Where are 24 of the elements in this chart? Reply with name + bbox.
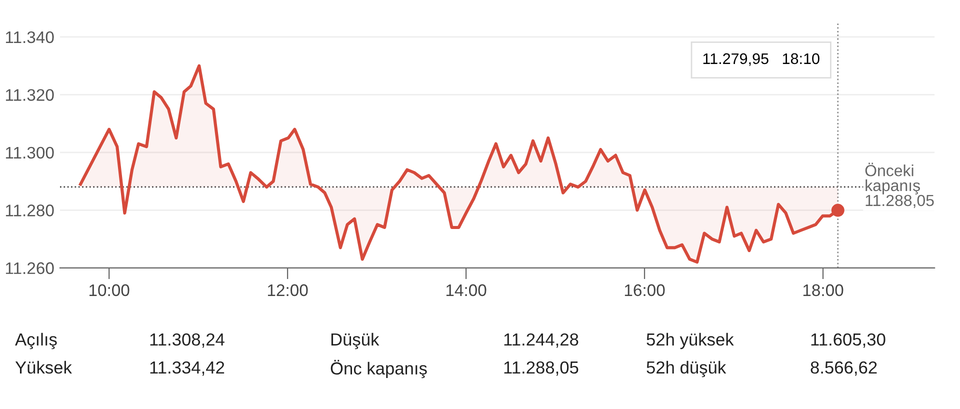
x-tick-label: 16:00 — [624, 284, 665, 296]
text: Açılış — [15, 332, 57, 350]
x-tick-label: 12:00 — [268, 284, 308, 296]
x-tick-label: 14:00 — [446, 284, 486, 296]
text: 11.334,42 — [150, 361, 224, 376]
text: Düşük — [331, 332, 380, 350]
y-tick-label: 11.320 — [6, 89, 54, 101]
text: Önc kapanış — [330, 360, 427, 378]
text: 11.288,05 — [504, 361, 578, 376]
y-tick-label: 11.300 — [6, 146, 54, 159]
x-tick-label: 18:00 — [803, 284, 844, 296]
text: 8.566,62 — [810, 361, 877, 376]
ref-line-label: Önceki kapanış 11.288,05 — [865, 162, 934, 208]
text: 11.244,28 — [504, 333, 578, 348]
x-tick-label: 10:00 — [90, 284, 130, 296]
y-tick-label: 11.280 — [6, 204, 54, 216]
y-tick-label: 11.340 — [6, 31, 54, 44]
text: 11.605,30 — [811, 333, 886, 348]
text: 52h düşük — [646, 360, 726, 378]
text: Yüksek — [15, 360, 72, 374]
annotation: 11.279,95 18:10 — [703, 53, 820, 66]
text: 11.308,24 — [150, 333, 224, 348]
text: 52h yüksek — [646, 332, 734, 350]
y-tick-label: 11.260 — [6, 262, 54, 274]
